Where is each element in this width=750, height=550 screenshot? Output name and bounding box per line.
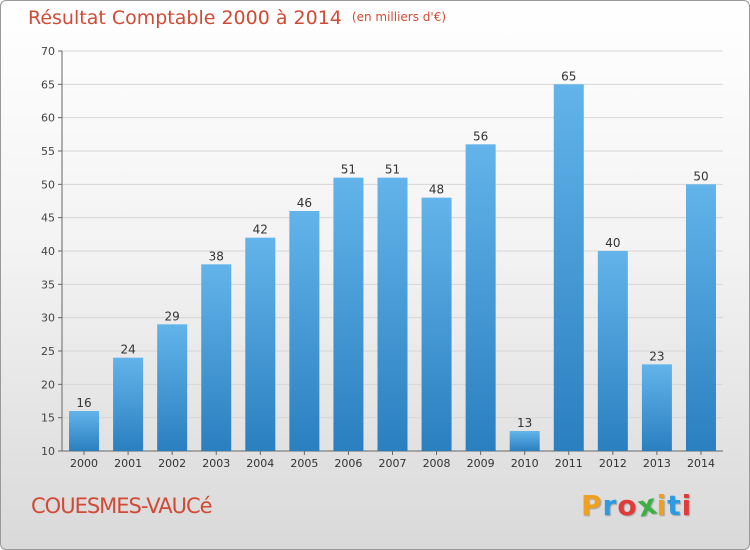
y-tick-label: 70 <box>41 45 55 58</box>
data-label: 38 <box>209 249 224 263</box>
bar-2008 <box>421 197 452 451</box>
x-tick-label: 2006 <box>334 457 362 470</box>
bar-2007 <box>377 177 408 451</box>
data-label: 23 <box>649 349 664 363</box>
data-label: 13 <box>517 416 532 430</box>
x-tick-label: 2011 <box>555 457 583 470</box>
y-tick-label: 50 <box>41 178 55 191</box>
y-tick-label: 25 <box>41 345 55 358</box>
data-label: 48 <box>429 183 444 197</box>
bar-2000 <box>69 411 100 451</box>
subtitle-text: (en milliers d'€) <box>351 10 447 24</box>
x-tick-label: 2004 <box>246 457 274 470</box>
bar-2009 <box>465 144 496 452</box>
data-label: 40 <box>605 236 620 250</box>
labels: 10 15 20 25 30 35 40 45 50 55 60 65 70 16 2000 24 2001 29… <box>41 45 715 470</box>
bar-2002 <box>157 324 188 451</box>
x-tick-label: 2014 <box>687 457 715 470</box>
logo-letter: o <box>617 489 638 522</box>
x-tick-label: 2000 <box>70 457 98 470</box>
proxiti-logo: Proxiti <box>581 487 693 523</box>
data-label: 51 <box>341 163 356 177</box>
y-tick-label: 35 <box>41 278 55 291</box>
bar-2004 <box>245 237 276 451</box>
y-tick-label: 10 <box>41 445 55 458</box>
data-label: 50 <box>693 169 708 183</box>
y-tick-label: 30 <box>41 312 55 325</box>
y-tick-label: 65 <box>41 78 55 91</box>
bar-2003 <box>201 264 232 451</box>
bars <box>69 84 716 452</box>
logo-letter: r <box>602 489 618 522</box>
bar-2010 <box>509 431 540 451</box>
chart-title: Résultat Comptable 2000 à 2014 (en millie… <box>28 7 446 29</box>
x-tick-label: 2007 <box>379 457 407 470</box>
bar-2014 <box>685 184 716 452</box>
bar-2013 <box>641 364 672 451</box>
bar-2012 <box>597 251 628 451</box>
x-tick-label: 2003 <box>202 457 230 470</box>
logo-letter: t <box>667 489 682 522</box>
x-tick-label: 2008 <box>423 457 451 470</box>
x-tick-label: 2010 <box>511 457 539 470</box>
y-tick-label: 60 <box>41 112 55 125</box>
logo-letter: P <box>581 489 603 522</box>
x-tick-label: 2001 <box>114 457 142 470</box>
bar-2005 <box>289 211 320 451</box>
x-tick-label: 2002 <box>158 457 186 470</box>
bar-2006 <box>333 177 364 451</box>
logo-letter: i <box>681 489 693 522</box>
data-label: 65 <box>561 69 576 83</box>
data-label: 16 <box>76 396 91 410</box>
bar-2001 <box>113 357 144 451</box>
y-tick-label: 20 <box>41 378 55 391</box>
title-text: Résultat Comptable 2000 à 2014 <box>28 7 342 29</box>
data-label: 29 <box>165 309 180 323</box>
y-tick-label: 40 <box>41 245 55 258</box>
x-tick-label: 2005 <box>290 457 318 470</box>
x-tick-label: 2009 <box>467 457 495 470</box>
logo-letter: i <box>656 489 668 522</box>
data-label: 24 <box>120 343 135 357</box>
y-tick-label: 15 <box>41 412 55 425</box>
y-tick-label: 55 <box>41 145 55 158</box>
data-label: 42 <box>253 223 268 237</box>
x-tick-label: 2012 <box>599 457 627 470</box>
data-label: 56 <box>473 129 488 143</box>
bar-2011 <box>553 84 584 451</box>
y-tick-label: 45 <box>41 212 55 225</box>
data-label: 51 <box>385 163 400 177</box>
x-tick-label: 2013 <box>643 457 671 470</box>
data-label: 46 <box>297 196 312 210</box>
commune-name: COUESMES-VAUCé <box>31 494 213 518</box>
